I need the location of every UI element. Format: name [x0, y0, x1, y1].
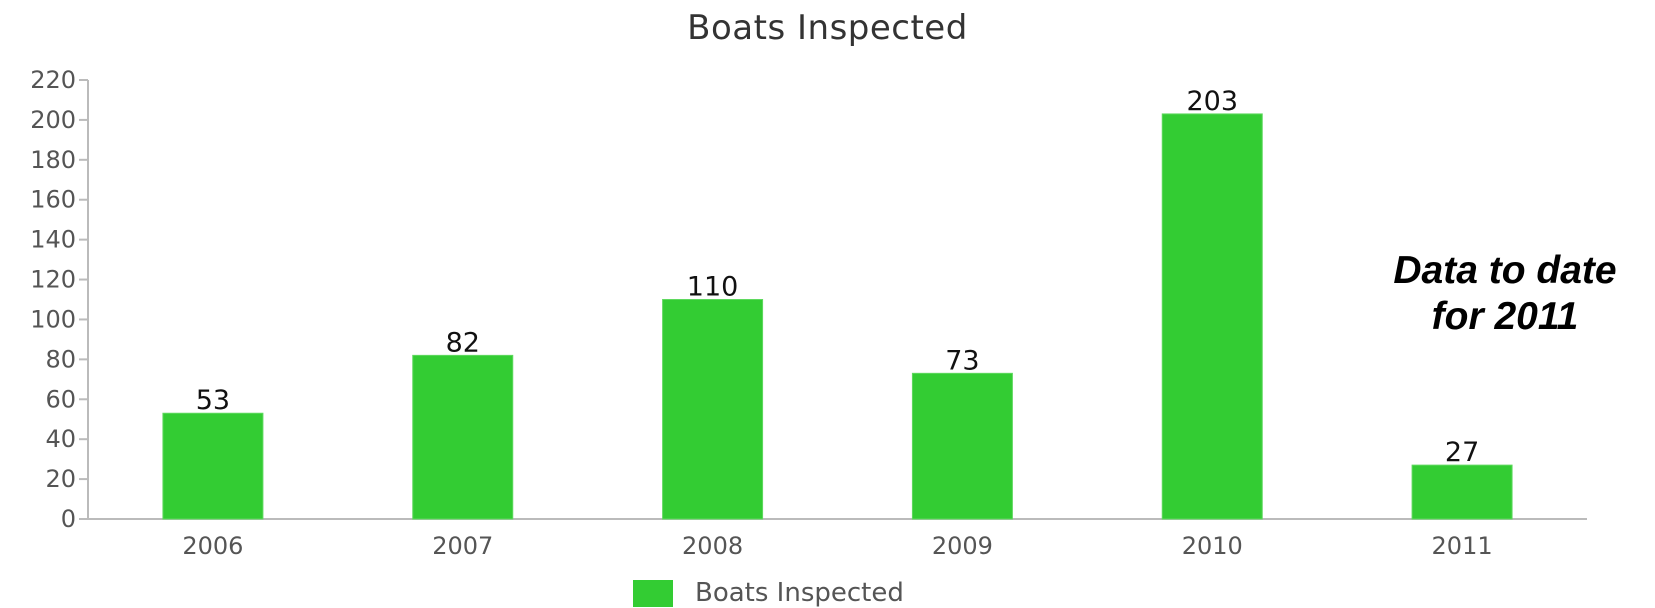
x-axis: 2006 2007 2008 2009 2010 2011 [88, 518, 1587, 560]
annotation-line-2: for 2011 [1431, 295, 1579, 338]
y-tick-label: 200 [30, 106, 76, 134]
legend-swatch [633, 579, 673, 607]
y-tick-label: 0 [61, 505, 76, 533]
data-label-2008: 110 [687, 272, 739, 303]
y-tick-label: 140 [30, 226, 76, 254]
data-label-2010: 203 [1186, 86, 1238, 117]
x-tick-label-2006: 2006 [182, 532, 243, 560]
y-tick-label: 20 [45, 465, 76, 493]
legend-label: Boats Inspected [695, 578, 904, 608]
annotation-line-1: Data to date [1393, 249, 1617, 292]
bar-2007 [412, 354, 514, 520]
data-label-2007: 82 [446, 327, 480, 358]
y-tick-label: 60 [45, 385, 76, 413]
y-tick-label: 120 [30, 266, 76, 294]
data-labels: 53 82 110 73 203 27 [196, 86, 1480, 468]
y-tick-label: 40 [45, 425, 76, 453]
x-tick-label-2011: 2011 [1432, 532, 1493, 560]
bars [162, 113, 1513, 520]
bar-2009 [911, 372, 1013, 520]
y-tick-label: 100 [30, 305, 76, 333]
x-tick-label-2010: 2010 [1182, 532, 1243, 560]
data-label-2009: 73 [945, 345, 979, 376]
bar-2006 [162, 412, 264, 520]
x-tick-label-2007: 2007 [432, 532, 493, 560]
bar-2010 [1161, 113, 1263, 520]
y-tick-label: 180 [30, 146, 76, 174]
data-label-2006: 53 [196, 385, 230, 416]
y-tick-label: 80 [45, 345, 76, 373]
x-tick-label-2008: 2008 [682, 532, 743, 560]
bar-2008 [662, 299, 764, 520]
y-axis: 0 20 40 60 80 100 120 140 160 180 200 220 [30, 66, 89, 533]
y-tick-label: 220 [30, 66, 76, 94]
x-tick-label-2009: 2009 [932, 532, 993, 560]
bar-2011 [1411, 464, 1513, 520]
annotation: Data to date for 2011 [1355, 248, 1655, 340]
chart-title: Boats Inspected [687, 8, 968, 48]
data-label-2011: 27 [1445, 437, 1479, 468]
y-tick-label: 160 [30, 186, 76, 214]
legend: Boats Inspected [633, 578, 904, 608]
